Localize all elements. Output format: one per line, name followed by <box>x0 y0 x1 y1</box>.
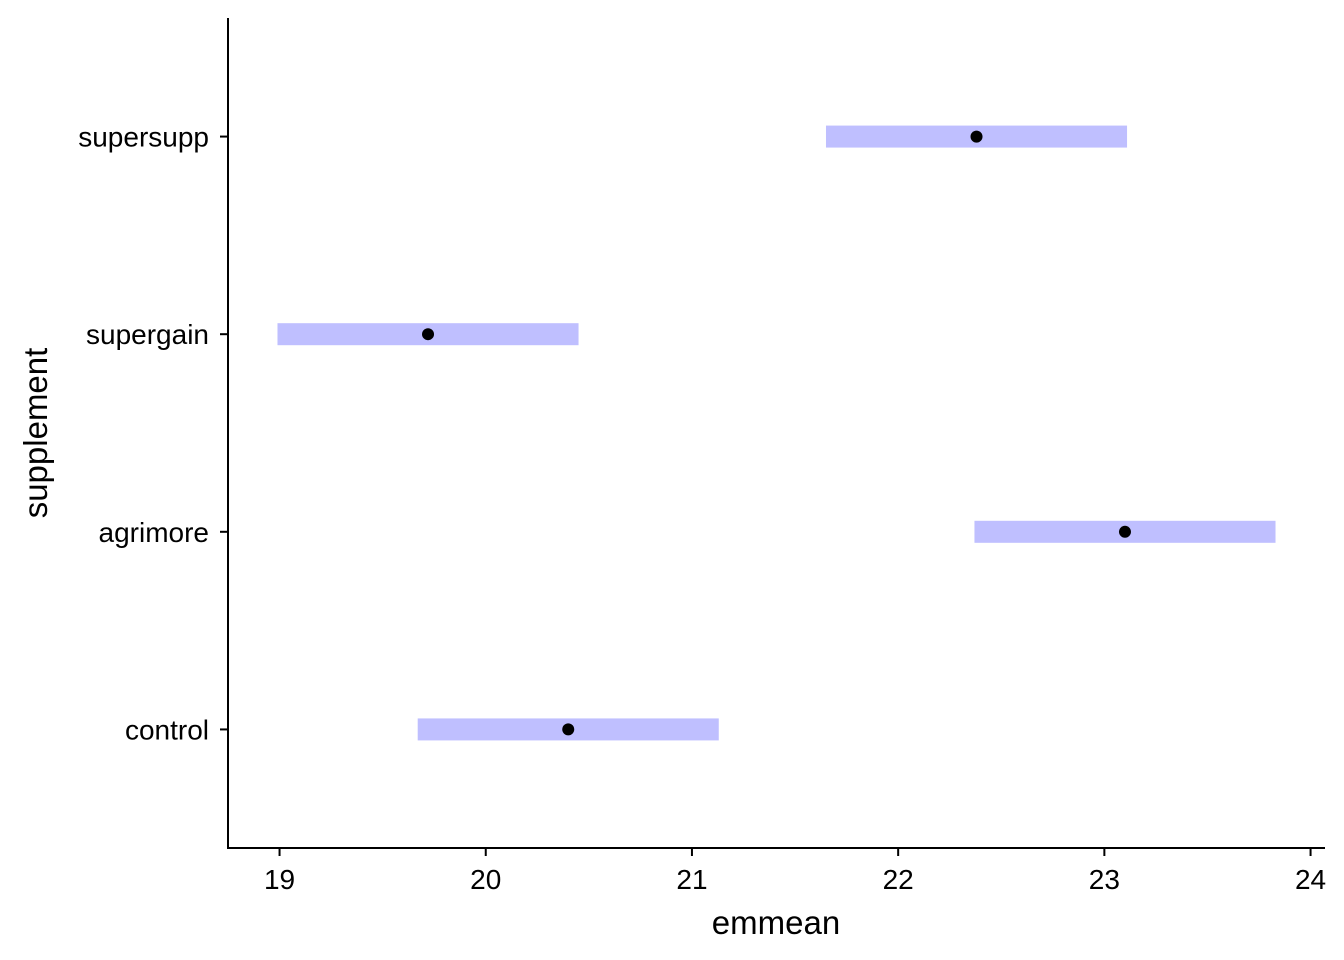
y-axis-title: supplement <box>17 348 54 519</box>
emmean-point-control <box>562 723 575 736</box>
y-tick-label-agrimore: agrimore <box>99 517 209 548</box>
y-tick-label-supersupp: supersupp <box>78 122 209 153</box>
x-tick-label-22: 22 <box>883 864 914 895</box>
x-tick-label-21: 21 <box>676 864 707 895</box>
emmean-point-supersupp <box>970 130 983 143</box>
y-tick-label-control: control <box>125 714 209 745</box>
y-tick-label-supergain: supergain <box>86 319 209 350</box>
emmean-point-agrimore <box>1118 525 1131 538</box>
x-tick-label-19: 19 <box>264 864 295 895</box>
y-axis-ticks: control agrimore supergain supersupp <box>78 122 228 745</box>
x-tick-label-23: 23 <box>1089 864 1120 895</box>
x-tick-label-20: 20 <box>470 864 501 895</box>
interval-bars <box>277 125 1276 741</box>
x-tick-label-24: 24 <box>1295 864 1326 895</box>
x-axis-ticks: 19 20 21 22 23 24 <box>264 848 1326 895</box>
emmean-points <box>422 130 1131 736</box>
emmean-point-supergain <box>422 328 435 341</box>
x-axis-title: emmean <box>712 904 840 941</box>
